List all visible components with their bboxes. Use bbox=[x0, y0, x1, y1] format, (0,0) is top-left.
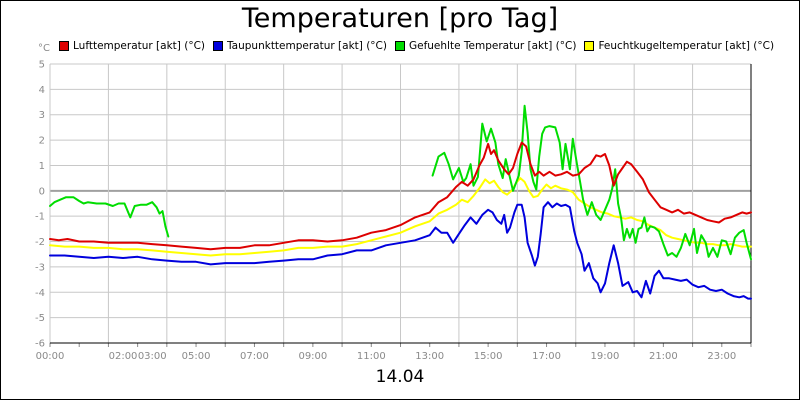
x-tick-label: 17:00 bbox=[532, 351, 561, 362]
y-tick-label: 1 bbox=[39, 161, 45, 172]
y-tick-label: -3 bbox=[35, 262, 45, 273]
legend-item-gefuehlte-temperatur: Gefuehlte Temperatur [akt] (°C) bbox=[394, 39, 577, 53]
legend-label-gefuehlte-temperatur: Gefuehlte Temperatur [akt] (°C) bbox=[408, 40, 577, 52]
y-tick-label: 0 bbox=[39, 186, 45, 197]
series-line-taupunkttemperatur-0 bbox=[49, 201, 752, 300]
x-tick-label: 21:00 bbox=[649, 351, 678, 362]
y-axis-unit: °C bbox=[38, 43, 50, 54]
series-line-feuchtkugeltemperatur-0 bbox=[49, 177, 752, 257]
series-line-gefuehlte-temperatur-1 bbox=[431, 104, 752, 261]
chart-title: Temperaturen [pro Tag] bbox=[241, 3, 559, 34]
y-tick-label: -1 bbox=[35, 212, 45, 223]
legend-label-taupunkttemperatur: Taupunkttemperatur [akt] (°C) bbox=[227, 40, 387, 52]
x-tick-label: 00:00 bbox=[36, 351, 65, 362]
x-tick-label: 09:00 bbox=[298, 351, 327, 362]
x-tick-label: 15:00 bbox=[474, 351, 503, 362]
x-tick-label: 19:00 bbox=[591, 351, 620, 362]
x-tick-label: 03:00 bbox=[138, 351, 167, 362]
series-line-gefuehlte-temperatur-0 bbox=[49, 196, 170, 238]
y-tick-label: -4 bbox=[35, 288, 45, 299]
legend-swatch-gefuehlte-temperatur bbox=[394, 41, 405, 51]
legend-label-feuchtkugeltemperatur: Feuchtkugeltemperatur [akt] (°C) bbox=[598, 40, 775, 52]
y-tick-label: -5 bbox=[35, 313, 45, 324]
legend-item-lufttemperatur: Lufttemperatur [akt] (°C) bbox=[59, 39, 205, 53]
legend-swatch-lufttemperatur bbox=[59, 41, 69, 51]
series-line-lufttemperatur-0 bbox=[49, 141, 752, 251]
legend: Lufttemperatur [akt] (°C) Taupunkttemper… bbox=[59, 39, 774, 53]
y-tick-label: 4 bbox=[39, 85, 45, 96]
x-tick-label: 23:00 bbox=[707, 351, 736, 362]
x-tick-label: 07:00 bbox=[240, 351, 269, 362]
legend-item-feuchtkugeltemperatur: Feuchtkugeltemperatur [akt] (°C) bbox=[584, 39, 774, 53]
legend-swatch-taupunkttemperatur bbox=[213, 41, 223, 51]
x-tick-label: 02:00 bbox=[109, 351, 138, 362]
y-tick-label: 3 bbox=[39, 110, 45, 121]
y-tick-label: -6 bbox=[35, 339, 45, 350]
x-tick-label: 05:00 bbox=[182, 351, 211, 362]
y-tick-label: 2 bbox=[39, 136, 45, 147]
y-tick-label: 5 bbox=[39, 60, 45, 71]
x-axis-date-label: 14.04 bbox=[375, 367, 425, 387]
legend-item-taupunkttemperatur: Taupunkttemperatur [akt] (°C) bbox=[213, 39, 387, 53]
x-tick-label: 13:00 bbox=[415, 351, 444, 362]
legend-label-lufttemperatur: Lufttemperatur [akt] (°C) bbox=[73, 40, 205, 52]
legend-swatch-feuchtkugeltemperatur bbox=[584, 41, 595, 51]
y-tick-label: -2 bbox=[35, 237, 45, 248]
x-tick-label: 11:00 bbox=[357, 351, 386, 362]
